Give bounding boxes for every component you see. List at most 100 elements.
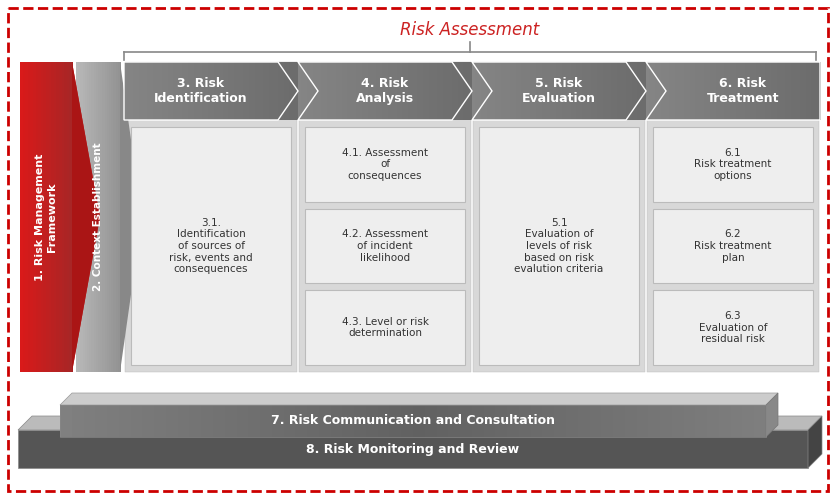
Bar [585, 62, 589, 120]
Bar [178, 405, 190, 437]
Bar [283, 62, 287, 120]
Bar [762, 62, 766, 120]
Bar [531, 405, 543, 437]
Bar [623, 62, 626, 120]
Bar [321, 62, 324, 120]
Bar [142, 405, 155, 437]
Bar [745, 62, 748, 120]
Bar [30, 62, 33, 372]
Bar [516, 62, 519, 120]
Bar [43, 62, 45, 372]
Bar [25, 62, 28, 372]
Text: 4.1. Assessment
of
consequences: 4.1. Assessment of consequences [342, 148, 428, 181]
Bar [237, 62, 241, 120]
Bar [339, 62, 342, 120]
Bar [190, 405, 201, 437]
Text: 8. Risk Monitoring and Review: 8. Risk Monitoring and Review [307, 443, 519, 456]
Bar [49, 62, 52, 372]
Bar [60, 405, 72, 437]
Text: 2. Context Establishment: 2. Context Establishment [93, 143, 103, 291]
Bar [684, 62, 687, 120]
Bar [359, 62, 362, 120]
Bar [254, 62, 257, 120]
Bar [609, 62, 612, 120]
Polygon shape [808, 416, 822, 468]
Bar [179, 62, 182, 120]
Bar [396, 62, 400, 120]
Bar [56, 62, 59, 372]
Bar [327, 62, 330, 120]
Bar [41, 62, 44, 372]
Bar [773, 62, 777, 120]
Bar [785, 62, 788, 120]
Bar [23, 62, 26, 372]
Bar [350, 62, 354, 120]
Bar [390, 62, 395, 120]
Bar [794, 62, 798, 120]
Bar [451, 62, 455, 120]
Bar [243, 62, 247, 120]
Bar [159, 62, 162, 120]
Bar [36, 62, 38, 372]
Bar [473, 62, 645, 372]
Bar [496, 405, 507, 437]
Bar [624, 405, 637, 437]
Bar [194, 62, 197, 120]
Bar [446, 62, 449, 120]
Bar [408, 62, 411, 120]
Bar [343, 405, 354, 437]
Bar [411, 62, 415, 120]
Bar [449, 62, 452, 120]
Bar [542, 62, 545, 120]
Bar [808, 62, 812, 120]
Bar [588, 62, 591, 120]
Bar [79, 62, 81, 372]
Bar [730, 62, 733, 120]
Bar [196, 62, 200, 120]
Bar [510, 62, 513, 120]
Bar [394, 62, 397, 120]
Text: 5. Risk
Evaluation: 5. Risk Evaluation [522, 77, 596, 105]
Bar [594, 62, 597, 120]
Bar [119, 405, 131, 437]
Bar [710, 62, 713, 120]
Bar [707, 405, 720, 437]
Bar [374, 62, 377, 120]
Bar [228, 62, 232, 120]
Bar [182, 62, 186, 120]
Bar [362, 62, 365, 120]
Bar [658, 62, 661, 120]
Bar [165, 62, 168, 120]
Bar [800, 62, 803, 120]
Bar [578, 405, 590, 437]
Text: 6.3
Evaluation of
residual risk: 6.3 Evaluation of residual risk [699, 311, 767, 344]
Bar [614, 62, 618, 120]
Bar [234, 62, 237, 120]
Bar [791, 62, 794, 120]
Bar [102, 62, 105, 372]
Bar [211, 62, 214, 120]
Bar [309, 62, 313, 120]
Bar [576, 62, 580, 120]
Bar [354, 405, 366, 437]
Bar [413, 405, 426, 437]
Bar [167, 62, 171, 120]
Bar [133, 62, 136, 120]
Polygon shape [20, 62, 100, 372]
Bar [307, 405, 319, 437]
Bar [240, 62, 243, 120]
Bar [817, 62, 820, 120]
Bar [653, 209, 813, 283]
Bar [305, 209, 465, 283]
Bar [67, 62, 69, 372]
Bar [767, 62, 771, 120]
Bar [364, 62, 368, 120]
Bar [161, 62, 165, 120]
Bar [303, 62, 307, 120]
Bar [481, 62, 484, 120]
Text: Risk Assessment: Risk Assessment [400, 21, 539, 39]
Bar [455, 62, 458, 120]
Bar [495, 62, 498, 120]
Bar [67, 62, 70, 372]
Bar [402, 62, 405, 120]
